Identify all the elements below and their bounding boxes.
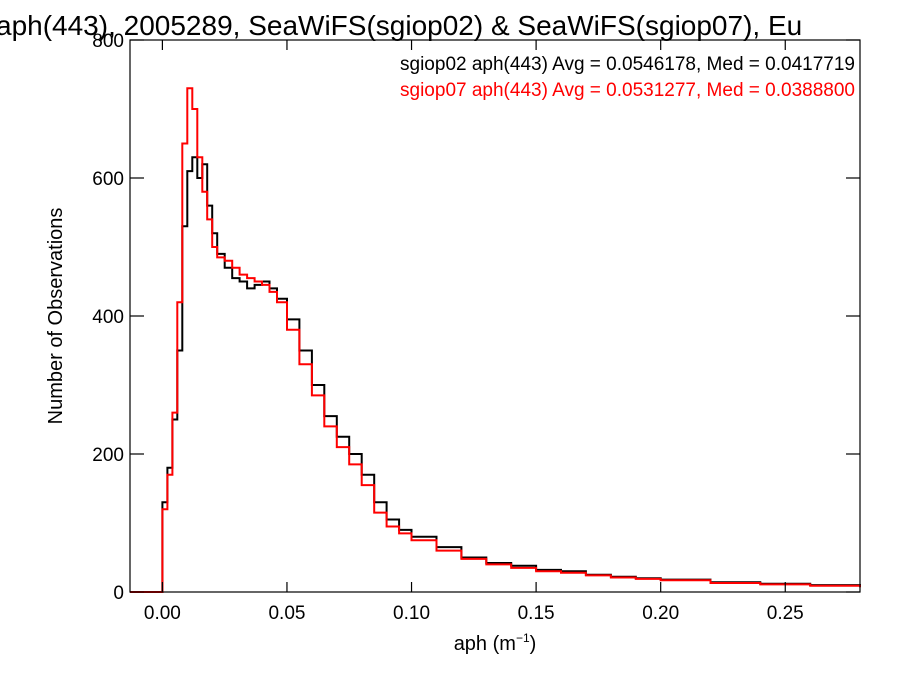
x-axis-ticks: 0.00 0.05 0.10 0.15 0.20 0.25 (144, 40, 804, 624)
x-tick-label: 0.25 (767, 603, 804, 624)
x-tick-label: 0.05 (268, 603, 305, 624)
legend-entry-sgiop07: sgiop07 aph(443) Avg = 0.0531277, Med = … (400, 80, 855, 101)
chart-title: aph(443), 2005289, SeaWiFS(sgiop02) & Se… (0, 10, 802, 41)
y-tick-label: 200 (92, 445, 124, 466)
series-line-sgiop07 (130, 87, 861, 593)
x-tick-label: 0.15 (518, 603, 555, 624)
y-axis-title: Number of Observations (45, 208, 67, 425)
legend-entry-sgiop02: sgiop02 aph(443) Avg = 0.0546178, Med = … (400, 54, 855, 75)
y-tick-label: 600 (92, 169, 124, 190)
y-tick-label: 400 (92, 307, 124, 328)
x-axis-title-base: aph (m (454, 633, 516, 655)
series-layer (130, 87, 861, 593)
x-tick-label: 0.20 (642, 603, 679, 624)
x-tick-label: 0.00 (144, 603, 181, 624)
x-tick-label: 0.10 (393, 603, 430, 624)
y-tick-label: 0 (113, 583, 124, 604)
x-axis-title-end: ) (530, 633, 537, 655)
series-line-sgiop02 (130, 156, 861, 593)
y-tick-label: 800 (92, 31, 124, 52)
x-axis-title: aph (m−1) (454, 631, 537, 655)
x-axis-title-superscript: −1 (516, 631, 530, 645)
y-axis-ticks: 0 200 400 600 800 (92, 31, 860, 604)
